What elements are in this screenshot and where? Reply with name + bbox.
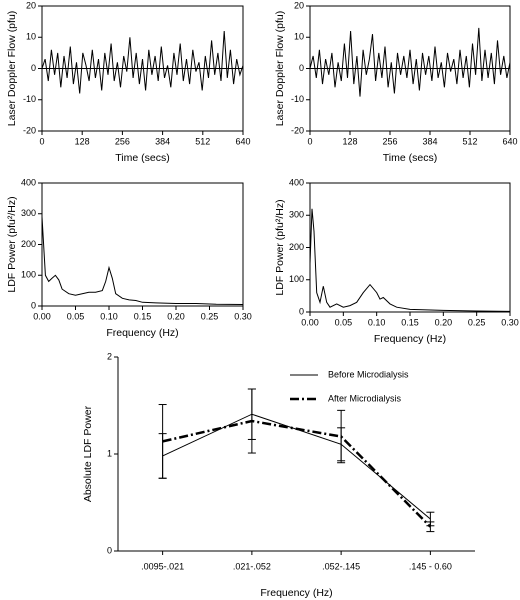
y-axis-label: LDF Power (pfu²/Hz) bbox=[274, 199, 286, 295]
x-axis-label: Frequency (Hz) bbox=[374, 333, 446, 345]
y-tick-label: 0 bbox=[299, 63, 304, 73]
x-tick-label: 0.00 bbox=[33, 311, 51, 321]
x-axis-label: Time (secs) bbox=[115, 152, 169, 164]
plot-frame bbox=[41, 182, 244, 307]
x-tick-label: 0.20 bbox=[167, 311, 185, 321]
x-tick-label: 0.15 bbox=[134, 311, 152, 321]
y-tick-label: 400 bbox=[289, 177, 304, 187]
legend-label: Before Microdialysis bbox=[328, 369, 409, 379]
x-tick-label: 384 bbox=[422, 136, 437, 146]
y-tick-label: 0 bbox=[107, 545, 112, 555]
y-tick-label: 0 bbox=[31, 63, 36, 73]
x-tick-label: .0095-.021 bbox=[141, 561, 184, 571]
y-axis-label: Absolute LDF Power bbox=[82, 405, 94, 502]
x-tick-label: 0.10 bbox=[368, 317, 386, 327]
y-tick-label: 1 bbox=[107, 448, 112, 458]
y-tick-label: 400 bbox=[21, 177, 36, 187]
x-tick-label: 0.00 bbox=[301, 317, 319, 327]
y-tick-label: -10 bbox=[23, 94, 36, 104]
legend-label: After Microdialysis bbox=[328, 393, 402, 403]
x-tick-label: .052-.145 bbox=[322, 561, 360, 571]
y-tick-label: -20 bbox=[291, 125, 304, 135]
y-tick-label: 10 bbox=[294, 32, 304, 42]
y-tick-label: 300 bbox=[21, 208, 36, 218]
y-tick-label: 100 bbox=[289, 274, 304, 284]
signal-line bbox=[309, 27, 511, 97]
x-tick-label: 0 bbox=[307, 136, 312, 146]
x-tick-label: .145 - 0.60 bbox=[409, 561, 452, 571]
y-tick-label: 0 bbox=[31, 300, 36, 310]
x-tick-label: 640 bbox=[502, 136, 517, 146]
x-tick-label: 256 bbox=[382, 136, 397, 146]
x-tick-label: 384 bbox=[155, 136, 170, 146]
x-axis-label: Frequency (Hz) bbox=[106, 327, 178, 339]
x-tick-label: 0.30 bbox=[501, 317, 519, 327]
x-tick-label: 128 bbox=[342, 136, 357, 146]
signal-line bbox=[41, 216, 244, 305]
x-axis-label: Time (secs) bbox=[383, 152, 437, 164]
x-tick-label: 0.10 bbox=[100, 311, 118, 321]
x-tick-label: 0.25 bbox=[201, 311, 219, 321]
y-axis-label: LDF Power (pfu²/Hz) bbox=[6, 196, 18, 292]
x-tick-label: 256 bbox=[115, 136, 130, 146]
x-tick-label: 0.05 bbox=[67, 311, 85, 321]
y-axis-label: Laser Doppler Flow (pfu) bbox=[6, 11, 18, 127]
x-tick-label: 0.20 bbox=[435, 317, 453, 327]
x-axis-label: Frequency (Hz) bbox=[260, 587, 332, 599]
y-tick-label: 200 bbox=[21, 239, 36, 249]
y-axis-label: Laser Doppler Flow (pfu) bbox=[274, 11, 286, 127]
x-tick-label: 640 bbox=[235, 136, 250, 146]
x-tick-label: 0.05 bbox=[335, 317, 353, 327]
signal-line bbox=[41, 30, 244, 94]
x-tick-label: 0.15 bbox=[401, 317, 419, 327]
x-tick-label: 128 bbox=[75, 136, 90, 146]
x-tick-label: 0.25 bbox=[468, 317, 486, 327]
plot-frame bbox=[309, 182, 511, 313]
y-tick-label: 300 bbox=[289, 210, 304, 220]
y-tick-label: 20 bbox=[294, 0, 304, 10]
x-tick-label: 512 bbox=[462, 136, 477, 146]
signal-line bbox=[309, 208, 511, 312]
y-tick-label: -10 bbox=[291, 94, 304, 104]
y-tick-label: 100 bbox=[21, 270, 36, 280]
x-tick-label: .021-.052 bbox=[233, 561, 271, 571]
y-tick-label: 0 bbox=[299, 306, 304, 316]
y-tick-label: 20 bbox=[26, 0, 36, 10]
y-tick-label: 10 bbox=[26, 32, 36, 42]
y-tick-label: -20 bbox=[23, 125, 36, 135]
x-tick-label: 512 bbox=[195, 136, 210, 146]
x-tick-label: 0.30 bbox=[234, 311, 252, 321]
y-tick-label: 200 bbox=[289, 242, 304, 252]
y-tick-label: 2 bbox=[107, 351, 112, 361]
x-tick-label: 0 bbox=[39, 136, 44, 146]
series-line bbox=[162, 419, 432, 528]
